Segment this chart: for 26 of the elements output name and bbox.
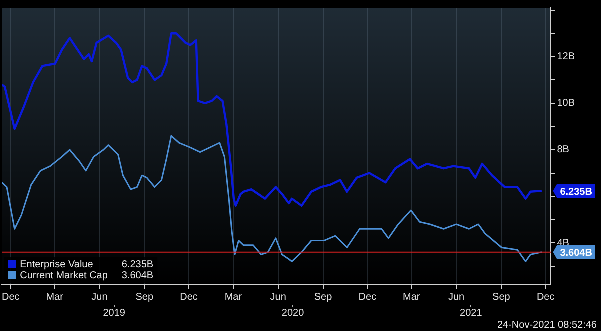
- x-tick-label: Mar: [402, 292, 421, 303]
- x-tick-label: Jun: [270, 292, 286, 303]
- y-tick-label: 8B: [557, 144, 570, 156]
- x-tick-label: Sep: [136, 292, 154, 303]
- data-label: 3.604B: [560, 248, 592, 260]
- x-tick-label: Mar: [46, 292, 64, 303]
- legend-label: Current Market Cap: [20, 270, 108, 282]
- y-tick-label: 10B: [557, 98, 576, 110]
- x2-tick-label: 2019: [103, 308, 126, 319]
- x-tick-label: Dec: [2, 292, 20, 303]
- x-tick-label: Dec: [536, 292, 555, 303]
- text: 6.235B: [122, 259, 154, 270]
- y-tick-label: 12B: [557, 52, 576, 63]
- text: 24-Nov-2021 08:52:46: [497, 320, 598, 331]
- x-tick-label: Sep: [492, 292, 511, 303]
- x2-tick-label: 2020: [282, 308, 305, 319]
- x-tick-label: Jun: [448, 292, 465, 303]
- legend-label: Enterprise Value: [20, 259, 94, 270]
- text: 3.604B: [122, 270, 154, 282]
- data-label: 6.235B: [560, 186, 592, 198]
- x2-tick-label: 2021: [460, 308, 483, 319]
- x-tick-label: Dec: [358, 292, 377, 303]
- x-tick-label: Jun: [92, 292, 108, 303]
- x-tick-label: Sep: [314, 292, 333, 303]
- x-tick-label: Dec: [180, 292, 198, 303]
- x-tick-label: Mar: [224, 292, 243, 303]
